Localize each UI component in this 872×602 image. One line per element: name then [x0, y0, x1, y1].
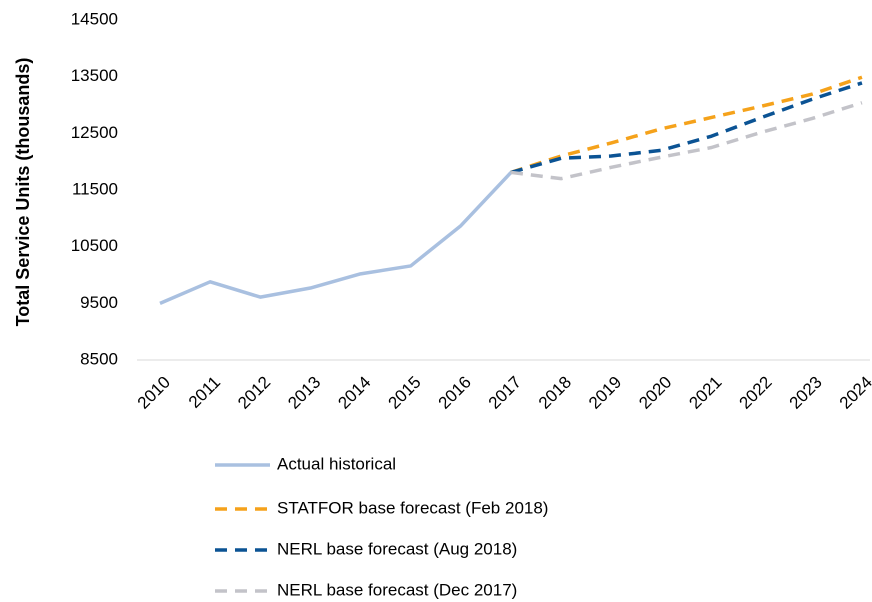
y-tick-label: 8500: [80, 349, 118, 368]
x-tick-label: 2013: [284, 373, 324, 413]
y-tick-label: 13500: [71, 66, 118, 85]
y-tick-label: 10500: [71, 236, 118, 255]
legend-label: NERL base forecast (Dec 2017): [277, 580, 517, 599]
series-line: [510, 81, 863, 175]
y-tick-label: 11500: [72, 179, 118, 198]
x-tick-label: 2012: [234, 373, 274, 413]
y-tick-label: 12500: [71, 123, 118, 142]
y-axis-title: Total Service Units (thousands): [13, 58, 33, 327]
legend-label: STATFOR base forecast (Feb 2018): [277, 498, 548, 517]
x-tick-label: 2024: [836, 373, 872, 413]
x-tick-label: 2010: [134, 373, 174, 413]
x-tick-label: 2014: [334, 373, 374, 413]
x-tick-label: 2021: [685, 373, 725, 413]
x-tick-label: 2011: [185, 373, 224, 412]
legend-label: NERL base forecast (Aug 2018): [277, 539, 517, 558]
x-tick-label: 2023: [786, 373, 826, 413]
x-tick-label: 2017: [485, 373, 525, 413]
x-tick-label: 2022: [735, 373, 775, 413]
series-line: [159, 171, 513, 305]
x-tick-label: 2015: [385, 373, 425, 413]
x-tick-label: 2020: [635, 373, 675, 413]
x-tick-label: 2018: [535, 373, 575, 413]
y-tick-label: 14500: [71, 9, 118, 28]
x-tick-label: 2016: [435, 373, 475, 413]
series-line: [510, 75, 863, 175]
y-tick-label: 9500: [80, 293, 118, 312]
legend-label: Actual historical: [277, 454, 396, 473]
x-tick-label: 2019: [585, 373, 625, 413]
series-line: [510, 101, 863, 181]
